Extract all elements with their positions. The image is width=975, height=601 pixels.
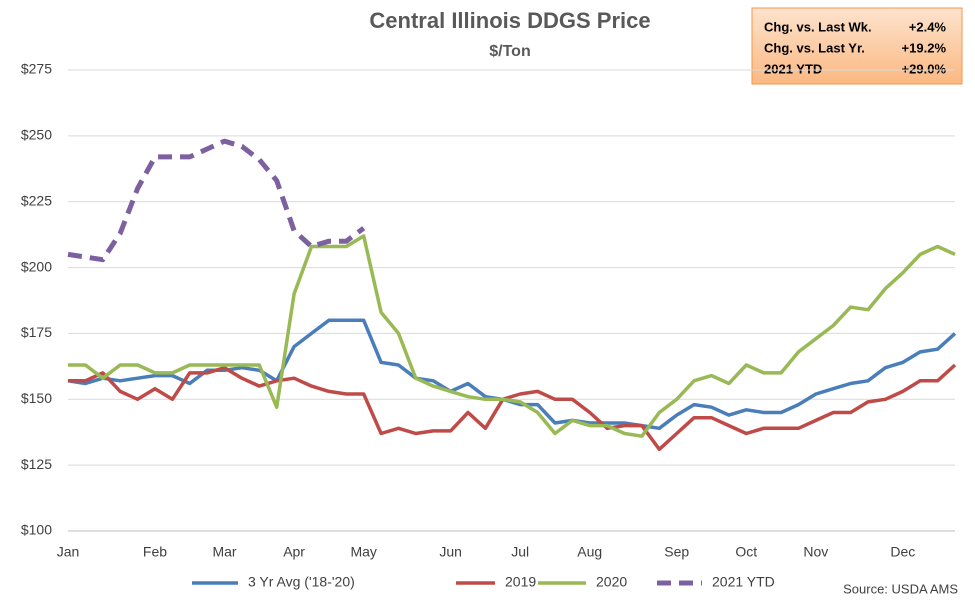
legend-label: 2021 YTD (712, 574, 775, 590)
legend-label: 2020 (596, 574, 627, 590)
series-line (68, 363, 957, 452)
legend-label: 3 Yr Avg ('18-'20) (248, 574, 355, 590)
info-value: +29.0% (902, 61, 947, 76)
y-tick-label: $275 (21, 61, 52, 77)
info-label: Chg. vs. Last Wk. (764, 19, 872, 34)
x-tick-label: May (350, 544, 376, 560)
source: Source: USDA AMS (843, 581, 958, 596)
y-tick-label: $250 (21, 127, 52, 143)
y-tick-label: $175 (21, 324, 52, 340)
x-tick-label: Oct (735, 544, 757, 560)
x-tick-label: Mar (212, 544, 236, 560)
y-tick-label: $100 (21, 522, 52, 538)
x-tick-label: Apr (283, 544, 305, 560)
y-tick-label: $225 (21, 192, 52, 208)
chart-title: Central Illinois DDGS Price (369, 8, 650, 33)
y-tick-label: $125 (21, 456, 52, 472)
x-tick-label: Nov (803, 544, 828, 560)
info-value: +2.4% (909, 19, 947, 34)
legend-label: 2019 (505, 574, 536, 590)
x-tick-label: Jul (511, 544, 529, 560)
x-tick-label: Aug (577, 544, 602, 560)
y-tick-label: $150 (21, 390, 52, 406)
x-tick-label: Feb (143, 544, 167, 560)
chart-subtitle: $/Ton (489, 43, 530, 60)
info-label: 2021 YTD (764, 61, 822, 76)
x-tick-label: Sep (664, 544, 689, 560)
x-tick-label: Jan (57, 544, 80, 560)
info-box (751, 7, 963, 85)
series-line (68, 234, 956, 438)
x-tick-label: Jun (439, 544, 462, 560)
series-line (67, 138, 366, 263)
y-tick-label: $200 (21, 258, 52, 274)
info-value: +19.2% (902, 40, 947, 55)
info-label: Chg. vs. Last Yr. (764, 40, 865, 55)
x-tick-label: Dec (890, 544, 915, 560)
